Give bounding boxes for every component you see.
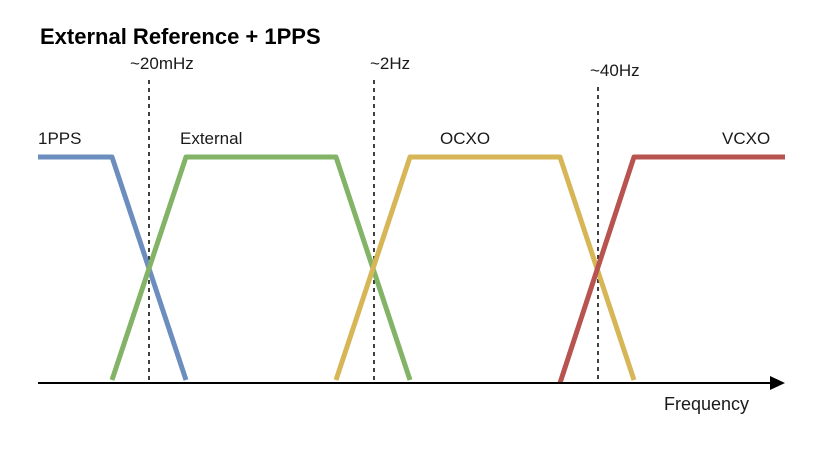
- band-label-vcxo: VCXO: [722, 129, 770, 148]
- band-external: [109, 154, 413, 381]
- band-1pps: [38, 154, 189, 381]
- axis-label: Frequency: [664, 394, 749, 414]
- marker-label-20mhz: ~20mHz: [130, 54, 194, 73]
- marker-label-40hz: ~40Hz: [590, 61, 640, 80]
- band-label-external: External: [180, 129, 242, 148]
- band-ocxo: [333, 154, 637, 381]
- band-label-ocxo: OCXO: [440, 129, 490, 148]
- marker-label-2hz: ~2Hz: [370, 54, 410, 73]
- band-label-1pps: 1PPS: [38, 129, 81, 148]
- axis-arrow-icon: [770, 376, 785, 390]
- band-vcxo: [557, 154, 785, 384]
- diagram-title: External Reference + 1PPS: [40, 24, 321, 49]
